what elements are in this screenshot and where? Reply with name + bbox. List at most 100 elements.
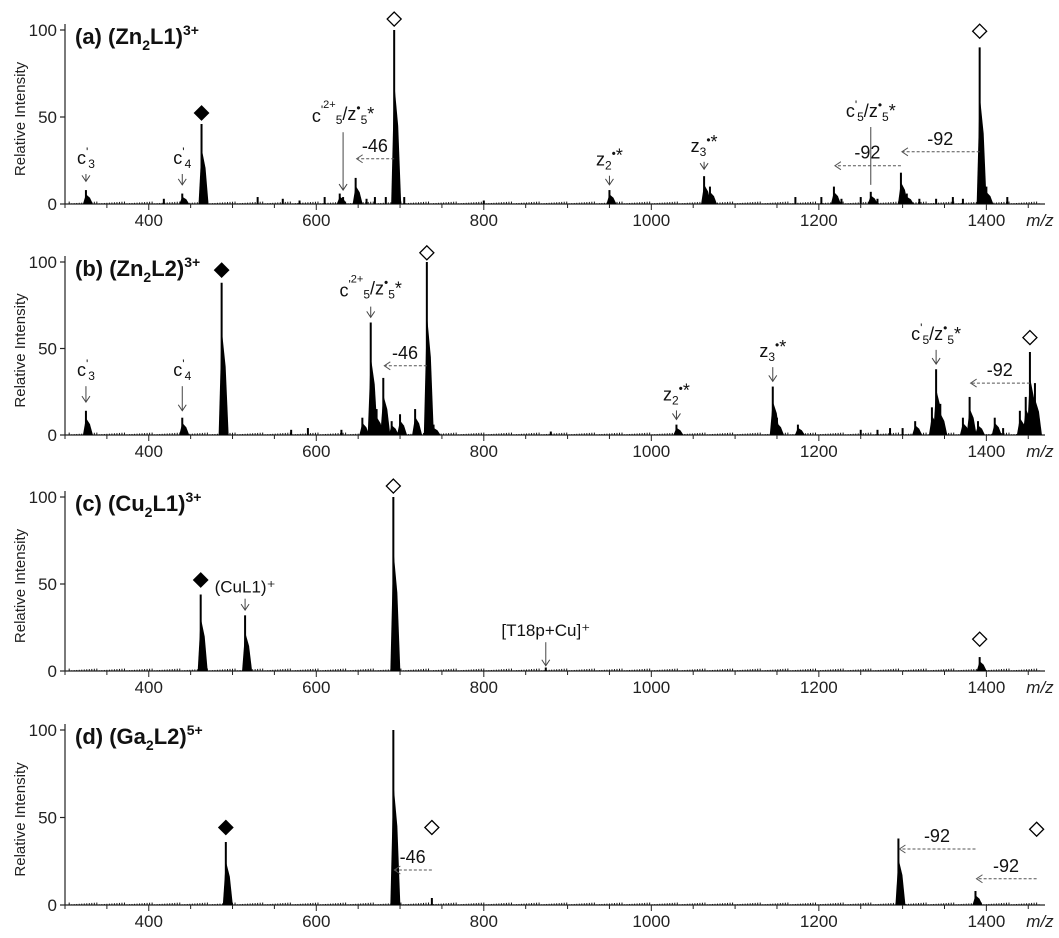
filled-diamond-marker [213,262,230,279]
peak-envelope [976,661,987,671]
y-tick-label: 0 [48,195,57,214]
x-tick-label: 600 [302,912,330,931]
x-axis-label: m/z [1026,912,1054,931]
y-tick-label: 50 [38,340,57,359]
peak-envelope [367,356,378,435]
x-tick-label: 400 [135,211,163,230]
peak-envelope [336,196,347,204]
peak-envelope [430,427,441,435]
ion-label: z3•* [759,337,786,364]
peak-envelope [391,82,402,204]
ion-pointer-arrow [541,659,551,667]
x-tick-label: 1000 [632,211,670,230]
loss-arrow-head [969,378,977,388]
y-tick-label: 100 [29,488,57,507]
peak-envelope [706,191,717,204]
ion-pointer-arrow [366,311,376,319]
loss-arrow-head [975,874,983,884]
peak-envelope [218,328,229,435]
open-diamond-marker [971,23,988,40]
x-tick-label: 400 [135,678,163,697]
x-tick-label: 600 [302,442,330,461]
ion-label: z2•* [663,380,690,407]
open-diamond-marker [423,819,440,836]
y-axis-label: Relative Intensity [12,528,29,643]
ion-pointer-arrow [768,375,778,383]
panel-a: 0 50 100 400 600 800 1000 1200 1400 m/z Relative I… [12,11,1054,230]
x-tick-label: 800 [470,912,498,931]
peak-envelope [937,413,948,435]
peak-envelope [82,418,93,435]
ion-pointer-arrow [240,603,250,612]
peak-envelope [82,194,93,204]
x-tick-label: 400 [135,442,163,461]
loss-label: -92 [987,360,1013,380]
open-diamond-marker [1022,329,1038,346]
panel-title: (d) (Ga2L2)5+ [75,722,203,753]
ion-pointer-arrow [177,404,187,412]
x-tick-label: 800 [470,678,498,697]
y-tick-label: 50 [38,108,57,127]
peak-envelope [972,895,983,905]
y-tick-label: 0 [48,662,57,681]
y-axis-label: Relative Intensity [12,293,29,408]
x-tick-label: 1000 [632,912,670,931]
y-tick-label: 50 [38,575,57,594]
peak-envelope [897,182,908,204]
peak-envelope [390,782,401,905]
x-tick-label: 1400 [967,211,1005,230]
peak-envelope [352,185,363,204]
peak-envelope [895,858,906,905]
x-tick-label: 1400 [967,442,1005,461]
x-tick-label: 1400 [967,678,1005,697]
peak-envelope [179,196,190,204]
filled-diamond-marker [217,819,234,836]
loss-arrow-head [834,161,842,171]
peak-envelope [991,422,1002,435]
peak-envelope [242,632,253,671]
x-tick-label: 1000 [632,442,670,461]
ion-label: c'4 [173,357,191,383]
ion-label: c'2+5/z•5* [312,99,374,127]
ion-label: [T18p+Cu]⁺ [501,621,590,640]
open-diamond-marker [385,478,402,494]
loss-arrow-head [393,865,401,875]
y-tick-label: 100 [29,21,57,40]
peak-envelope [867,195,878,204]
peak-envelope [198,147,209,204]
loss-label: -92 [924,826,950,846]
peak-envelope [606,194,617,204]
peak-envelope [380,395,391,435]
peak-envelope [912,425,923,435]
x-tick-label: 1000 [632,678,670,697]
x-axis-label: m/z [1026,678,1054,697]
open-diamond-marker [418,244,435,261]
peak-envelope [974,425,985,435]
loss-label: -92 [854,143,880,163]
peak-envelope [390,549,401,671]
x-tick-label: 600 [302,211,330,230]
x-tick-label: 1200 [800,912,838,931]
ion-pointer-arrow [931,357,941,365]
peak-envelope [976,94,987,204]
loss-label: -46 [362,136,388,156]
peak-envelope [222,860,233,905]
ion-pointer-arrow [699,162,709,171]
loss-label: -92 [993,856,1019,876]
loss-arrow-head [901,147,909,157]
ion-pointer-arrow [81,175,91,183]
ion-label: c'3 [77,145,95,171]
loss-label: -46 [400,847,426,867]
ion-label: c'4 [173,145,191,171]
x-tick-label: 1200 [800,211,838,230]
loss-label: -92 [927,129,953,149]
panel-c: 0 50 100 400 600 800 1000 1200 1400 m/z Relative I… [12,478,1054,697]
ion-label: c'3 [77,357,95,383]
y-axis-label: Relative Intensity [12,61,29,176]
loss-arrow-head [898,844,906,854]
peak-envelope [830,191,841,204]
x-tick-label: 600 [302,678,330,697]
ion-pointer-arrow [672,413,681,421]
x-axis-label: m/z [1026,442,1054,461]
